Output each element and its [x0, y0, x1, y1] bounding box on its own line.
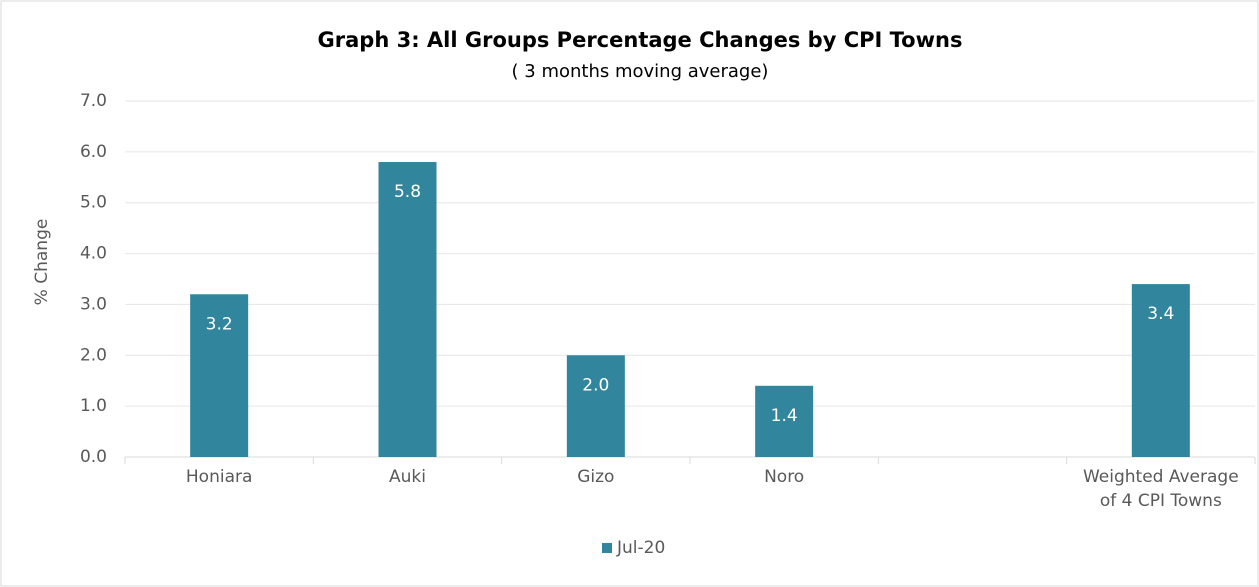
- chart-subtitle: ( 3 months moving average): [512, 61, 769, 82]
- data-label: 3.4: [1147, 304, 1174, 324]
- chart-title: Graph 3: All Groups Percentage Changes b…: [318, 28, 963, 52]
- y-tick-label: 7.0: [80, 91, 107, 111]
- y-tick-label: 3.0: [80, 294, 107, 314]
- x-tick-label-box: Gizo: [577, 467, 615, 487]
- y-tick-label: 5.0: [80, 193, 107, 213]
- y-tick-label: 0.0: [80, 447, 107, 467]
- y-axis-label: % Change: [32, 219, 52, 306]
- x-tick-label-box: Honiara: [185, 467, 253, 487]
- bar: [566, 355, 625, 457]
- x-tick-label: Noro: [764, 467, 805, 487]
- y-tick-label: 6.0: [80, 142, 107, 162]
- data-label: 5.8: [394, 182, 421, 202]
- x-tick-label: Weighted Average of 4 CPI Towns: [1082, 467, 1239, 511]
- x-tick-label: Gizo: [577, 467, 615, 487]
- x-tick-label-box: Auki: [389, 467, 426, 487]
- data-label: 1.4: [771, 406, 798, 426]
- y-tick-label: 2.0: [80, 345, 107, 365]
- y-tick-label: 4.0: [80, 244, 107, 264]
- legend-swatch: [602, 543, 612, 553]
- data-label: 3.2: [206, 314, 233, 334]
- x-tick-label-box: Noro: [764, 467, 805, 487]
- data-label: 2.0: [582, 375, 609, 395]
- bar: [1131, 284, 1190, 457]
- bar: [378, 162, 437, 457]
- y-tick-label: 1.0: [80, 396, 107, 416]
- legend-label: Jul-20: [616, 538, 665, 558]
- x-tick-label-box: Weighted Average of 4 CPI Towns: [1082, 467, 1239, 511]
- bar: [190, 294, 249, 457]
- x-tick-label: Auki: [389, 467, 426, 487]
- bar: [755, 385, 814, 457]
- x-tick-label: Honiara: [185, 467, 253, 487]
